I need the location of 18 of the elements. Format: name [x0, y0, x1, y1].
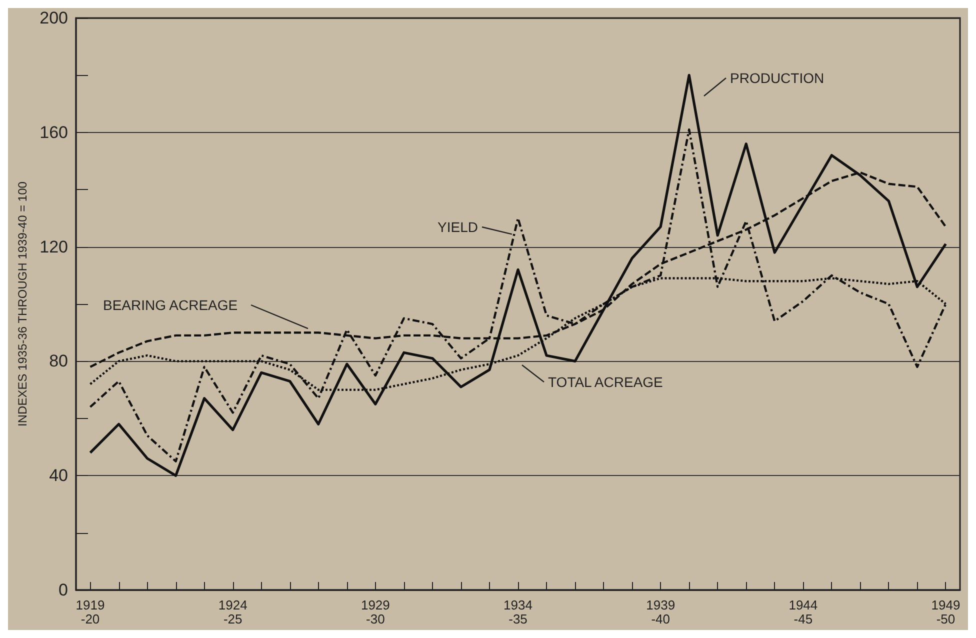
y-axis-title: INDEXES 1935-36 THROUGH 1939-40 = 100	[16, 181, 30, 426]
y-tick-label: 80	[49, 352, 68, 371]
y-tick-label: 120	[40, 237, 68, 256]
y-tick-label: 200	[40, 8, 68, 28]
annotation: TOTAL ACREAGE	[548, 374, 663, 390]
x-tick-label: 1949 -50	[931, 598, 960, 626]
x-tick-label: 1924 -25	[218, 598, 248, 626]
annotation: YIELD	[438, 219, 478, 235]
x-tick-label: 1944 -45	[788, 598, 818, 626]
x-tick-label: 1939 -40	[646, 598, 676, 626]
y-tick-label: 0	[58, 580, 68, 600]
x-tick-label: 1934 -35	[504, 598, 532, 626]
y-tick-label: 40	[49, 466, 68, 486]
annotation: PRODUCTION	[730, 70, 824, 86]
y-tick-label: 160	[40, 122, 68, 142]
annotation: BEARING ACREAGE	[103, 297, 238, 313]
x-tick-label: 1929 -30	[360, 598, 390, 626]
x-tick-label: 1919 -20	[76, 598, 105, 626]
